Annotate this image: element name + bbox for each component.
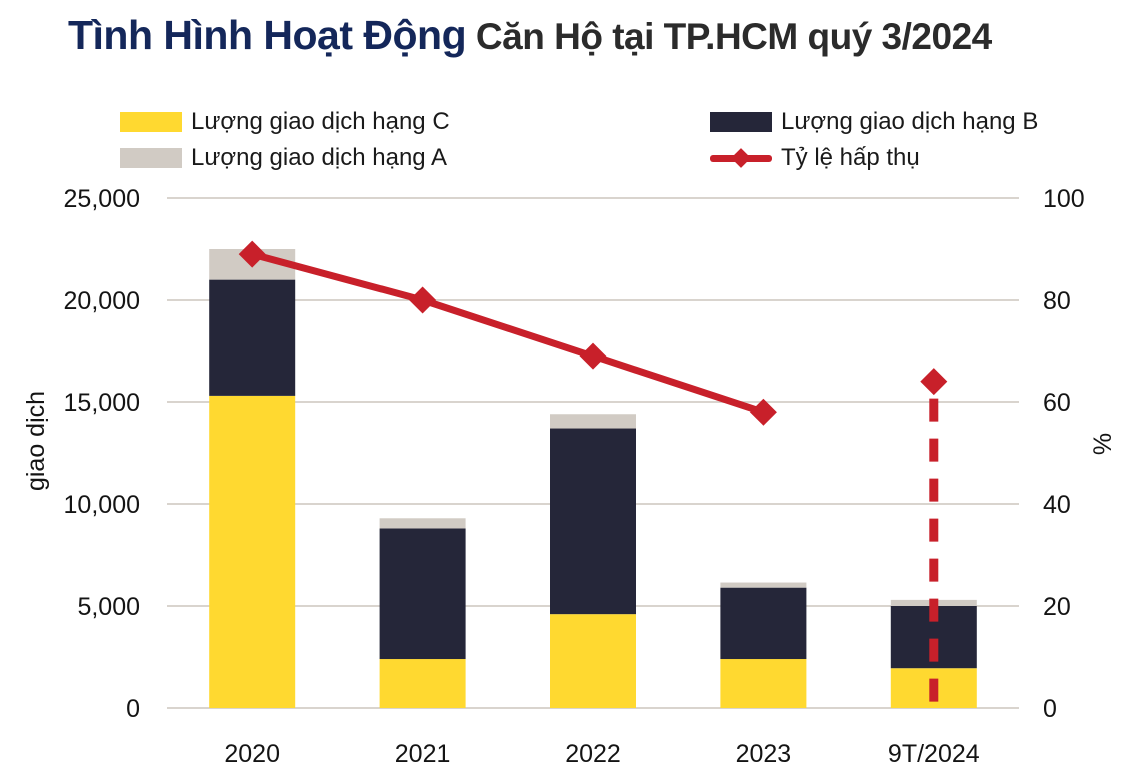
x-axis-label-2022: 2022 bbox=[565, 740, 621, 768]
page-title-highlight: Tình Hình Hoạt Động bbox=[68, 12, 467, 58]
left-axis-tick: 15,000 bbox=[64, 389, 140, 417]
right-axis-tick: 0 bbox=[1043, 695, 1057, 723]
x-axis-label-2021: 2021 bbox=[395, 740, 451, 768]
absorption-point-2023 bbox=[749, 398, 777, 426]
absorption-point-9T/2024 bbox=[920, 368, 948, 396]
page-title-rest: Căn Hộ tại TP.HCM quý 3/2024 bbox=[466, 16, 992, 57]
x-axis-label-9T/2024: 9T/2024 bbox=[888, 740, 980, 768]
legend-label-hang-a: Lượng giao dịch hạng A bbox=[191, 144, 447, 171]
bar-segment-2023 bbox=[720, 582, 807, 588]
legend-column-left: Lượng giao dịch hạng C Lượng giao dịch h… bbox=[120, 104, 450, 176]
absorption-point-2021 bbox=[409, 286, 437, 314]
legend-swatch-hang-b bbox=[710, 112, 772, 132]
right-axis-tick: 100 bbox=[1043, 185, 1085, 213]
legend-item-hang-a: Lượng giao dịch hạng A bbox=[120, 140, 450, 176]
right-axis-tick: 80 bbox=[1043, 287, 1071, 315]
x-axis-label-2023: 2023 bbox=[736, 740, 792, 768]
legend-label-hang-c: Lượng giao dịch hạng C bbox=[191, 108, 450, 135]
left-axis-title: giao dịch bbox=[22, 391, 50, 491]
legend-swatch-hang-c bbox=[120, 112, 182, 132]
absorption-point-2020 bbox=[238, 240, 266, 268]
right-axis-tick: 40 bbox=[1043, 491, 1071, 519]
right-axis-tick: 60 bbox=[1043, 389, 1071, 417]
bar-segment-2023 bbox=[720, 587, 807, 660]
left-axis-tick: 20,000 bbox=[64, 287, 140, 315]
x-axis-label-2020: 2020 bbox=[224, 740, 280, 768]
left-axis-tick: 0 bbox=[126, 695, 140, 723]
bar-segment-2021 bbox=[379, 528, 466, 660]
legend-item-ty-le-hap-thu: Tỷ lệ hấp thụ bbox=[710, 140, 1038, 176]
left-axis-tick: 5,000 bbox=[77, 593, 140, 621]
right-axis-title: % bbox=[1089, 433, 1117, 455]
legend-line-diamond-icon bbox=[710, 148, 772, 168]
left-axis-tick: 10,000 bbox=[64, 491, 140, 519]
bar-segment-2022 bbox=[550, 614, 636, 708]
absorption-point-2022 bbox=[579, 342, 607, 370]
bar-segment-2021 bbox=[379, 659, 466, 708]
bar-segment-2023 bbox=[720, 659, 807, 708]
bar-segment-2020 bbox=[209, 279, 296, 396]
legend-label-ty-le-hap-thu: Tỷ lệ hấp thụ bbox=[781, 144, 920, 171]
bar-segment-2022 bbox=[550, 428, 636, 615]
legend-column-right: Lượng giao dịch hạng B Tỷ lệ hấp thụ bbox=[710, 104, 1038, 176]
absorption-line bbox=[251, 250, 765, 416]
legend-item-hang-c: Lượng giao dịch hạng C bbox=[120, 104, 450, 140]
bar-segment-2022 bbox=[550, 414, 636, 429]
legend-item-hang-b: Lượng giao dịch hạng B bbox=[710, 104, 1038, 140]
right-axis-tick: 20 bbox=[1043, 593, 1071, 621]
legend-label-hang-b: Lượng giao dịch hạng B bbox=[781, 108, 1039, 135]
bar-segment-2020 bbox=[209, 395, 296, 708]
legend-swatch-hang-a bbox=[120, 148, 182, 168]
bar-segment-2021 bbox=[379, 518, 466, 529]
page-title: Tình Hình Hoạt Động Căn Hộ tại TP.HCM qu… bbox=[68, 12, 992, 59]
left-axis-tick: 25,000 bbox=[64, 185, 140, 213]
